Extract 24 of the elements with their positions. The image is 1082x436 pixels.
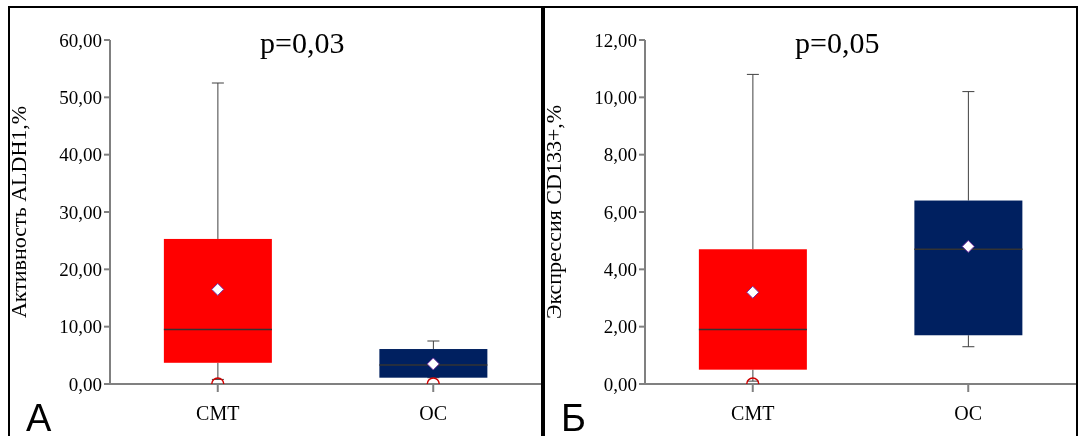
y-tick-label: 40,00 bbox=[59, 144, 102, 166]
y-tick-label: 30,00 bbox=[59, 201, 102, 223]
x-tick-label: OC bbox=[419, 402, 448, 425]
x-tick-label: OC bbox=[954, 402, 983, 425]
y-axis-title: Экспрессия CD133+,% bbox=[540, 104, 566, 320]
y-axis-title: Активность ALDH1,% bbox=[5, 105, 31, 319]
x-tick-label: CMT bbox=[196, 402, 240, 425]
y-tick-label: 20,00 bbox=[59, 259, 102, 281]
y-tick-label: 0,00 bbox=[68, 373, 102, 395]
y-tick-label: 10,00 bbox=[594, 87, 637, 109]
y-tick-label: 4,00 bbox=[603, 259, 637, 281]
text: Б bbox=[561, 396, 586, 436]
y-tick-label: 6,00 bbox=[603, 201, 637, 223]
y-tick-label: 2,00 bbox=[603, 316, 637, 338]
y-tick-label: 60,00 bbox=[59, 29, 102, 51]
y-tick-label: 0,00 bbox=[603, 373, 637, 395]
annotation: p=0,03 bbox=[260, 26, 345, 60]
y-tick-label: 50,00 bbox=[59, 87, 102, 109]
y-tick-label: 12,00 bbox=[594, 29, 637, 51]
x-tick-label: CMT bbox=[731, 402, 775, 425]
text: A bbox=[26, 396, 52, 436]
y-tick-label: 8,00 bbox=[603, 144, 637, 166]
y-tick-label: 10,00 bbox=[59, 316, 102, 338]
annotation: p=0,05 bbox=[795, 26, 880, 60]
